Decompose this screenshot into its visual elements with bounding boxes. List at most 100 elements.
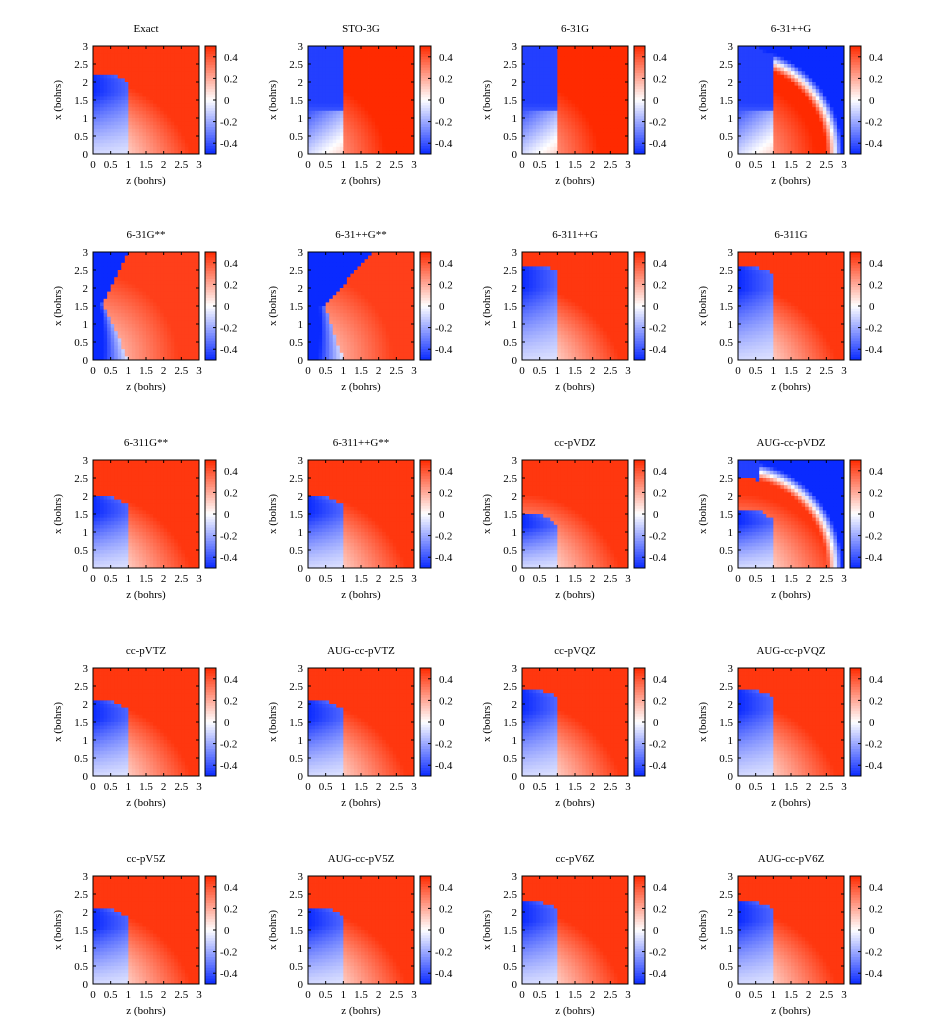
heatmap-cell <box>805 85 810 90</box>
heatmap-cell <box>738 74 742 79</box>
heatmap-cell <box>783 132 788 137</box>
heatmap-cell <box>167 266 172 271</box>
heatmap-cell <box>160 60 165 65</box>
heatmap-cell <box>100 259 104 264</box>
colorbar-step <box>205 54 216 58</box>
heatmap-cell <box>578 96 583 101</box>
heatmap-cell <box>184 270 189 274</box>
heatmap-cell <box>389 85 394 90</box>
colorbar-step <box>205 357 216 361</box>
heatmap-cell <box>759 121 764 126</box>
heatmap-cell <box>339 146 344 151</box>
heatmap-cell <box>177 67 182 72</box>
heatmap-cell <box>389 56 394 61</box>
heatmap-cell <box>160 46 165 50</box>
heatmap-cell <box>613 143 618 148</box>
heatmap-cell <box>128 56 133 61</box>
heatmap-cell <box>525 78 530 83</box>
heatmap-cell <box>138 349 143 354</box>
heatmap-cell <box>808 103 813 108</box>
heatmap-cell <box>177 110 182 115</box>
heatmap-cell <box>741 132 746 137</box>
heatmap-cell <box>114 255 119 260</box>
heatmap-cell <box>822 107 827 112</box>
heatmap-cell <box>815 78 820 83</box>
heatmap-cell <box>403 92 408 97</box>
heatmap-cell <box>153 60 157 65</box>
heatmap-cell <box>350 96 355 101</box>
heatmap-cell <box>332 132 337 137</box>
heatmap-cell <box>135 103 140 108</box>
heatmap-cell <box>138 53 143 58</box>
heatmap-cell <box>553 89 558 94</box>
heatmap-cell <box>403 74 408 79</box>
heatmap-cell <box>567 139 572 144</box>
heatmap-cell <box>741 136 746 140</box>
heatmap-cell <box>329 64 334 68</box>
heatmap-cell <box>560 150 565 155</box>
heatmap-cell <box>589 100 594 104</box>
heatmap-cell <box>546 136 551 140</box>
heatmap-cell <box>167 295 172 300</box>
heatmap-cell <box>403 78 408 83</box>
heatmap-cell <box>773 118 778 122</box>
heatmap-cell <box>357 56 362 61</box>
heatmap-cell <box>195 306 200 310</box>
heatmap-cell <box>174 356 179 361</box>
heatmap-cell <box>311 60 316 65</box>
heatmap-cell <box>332 118 337 122</box>
heatmap-cell <box>745 64 749 68</box>
heatmap-cell <box>142 96 147 101</box>
heatmap-cell <box>163 277 168 282</box>
heatmap-cell <box>170 291 175 296</box>
heatmap-cell <box>149 288 154 292</box>
heatmap-cell <box>138 320 143 325</box>
heatmap-cell <box>745 56 749 61</box>
heatmap-cell <box>353 125 358 130</box>
heatmap-cell <box>738 114 742 119</box>
heatmap-cell <box>829 125 834 130</box>
heatmap-cell <box>117 78 122 83</box>
heatmap-cell <box>153 295 157 300</box>
heatmap-cell <box>170 331 175 336</box>
heatmap-cell <box>153 82 157 86</box>
heatmap-cell <box>596 74 601 79</box>
heatmap-cell <box>322 136 327 140</box>
heatmap-cell <box>103 71 108 76</box>
heatmap-cell <box>773 46 778 50</box>
heatmap-cell <box>815 85 820 90</box>
colorbar-step <box>205 132 216 136</box>
heatmap-cell <box>617 82 622 86</box>
heatmap-cell <box>375 146 380 151</box>
heatmap-cell <box>96 110 101 115</box>
heatmap-cell <box>114 291 119 296</box>
heatmap-cell <box>567 107 572 112</box>
heatmap-cell <box>745 85 749 90</box>
heatmap-cell <box>146 118 150 122</box>
heatmap-cell <box>325 118 330 122</box>
heatmap-cell <box>191 266 196 271</box>
heatmap-cell <box>564 110 569 115</box>
heatmap-cell <box>571 78 576 83</box>
heatmap-cell <box>308 103 312 108</box>
heatmap-cell <box>396 125 401 130</box>
colorbar-step <box>205 100 216 104</box>
heatmap-cell <box>332 150 337 155</box>
heatmap-cell <box>128 334 133 339</box>
heatmap-cell <box>184 49 189 54</box>
heatmap-cell <box>791 56 795 61</box>
heatmap-cell <box>371 96 376 101</box>
x-tick-label: 2 <box>376 159 382 171</box>
heatmap-cell <box>181 273 186 278</box>
heatmap-cell <box>181 252 186 256</box>
heatmap-cell <box>96 46 101 50</box>
heatmap-cell <box>403 139 408 144</box>
heatmap-cell <box>529 49 533 54</box>
colorbar-step <box>205 306 216 310</box>
heatmap-cell <box>741 60 746 65</box>
heatmap-cell <box>585 128 590 133</box>
heatmap-cell <box>128 92 133 97</box>
heatmap-cell <box>100 110 104 115</box>
heatmap-cell <box>582 128 586 133</box>
heatmap-cell <box>160 295 165 300</box>
